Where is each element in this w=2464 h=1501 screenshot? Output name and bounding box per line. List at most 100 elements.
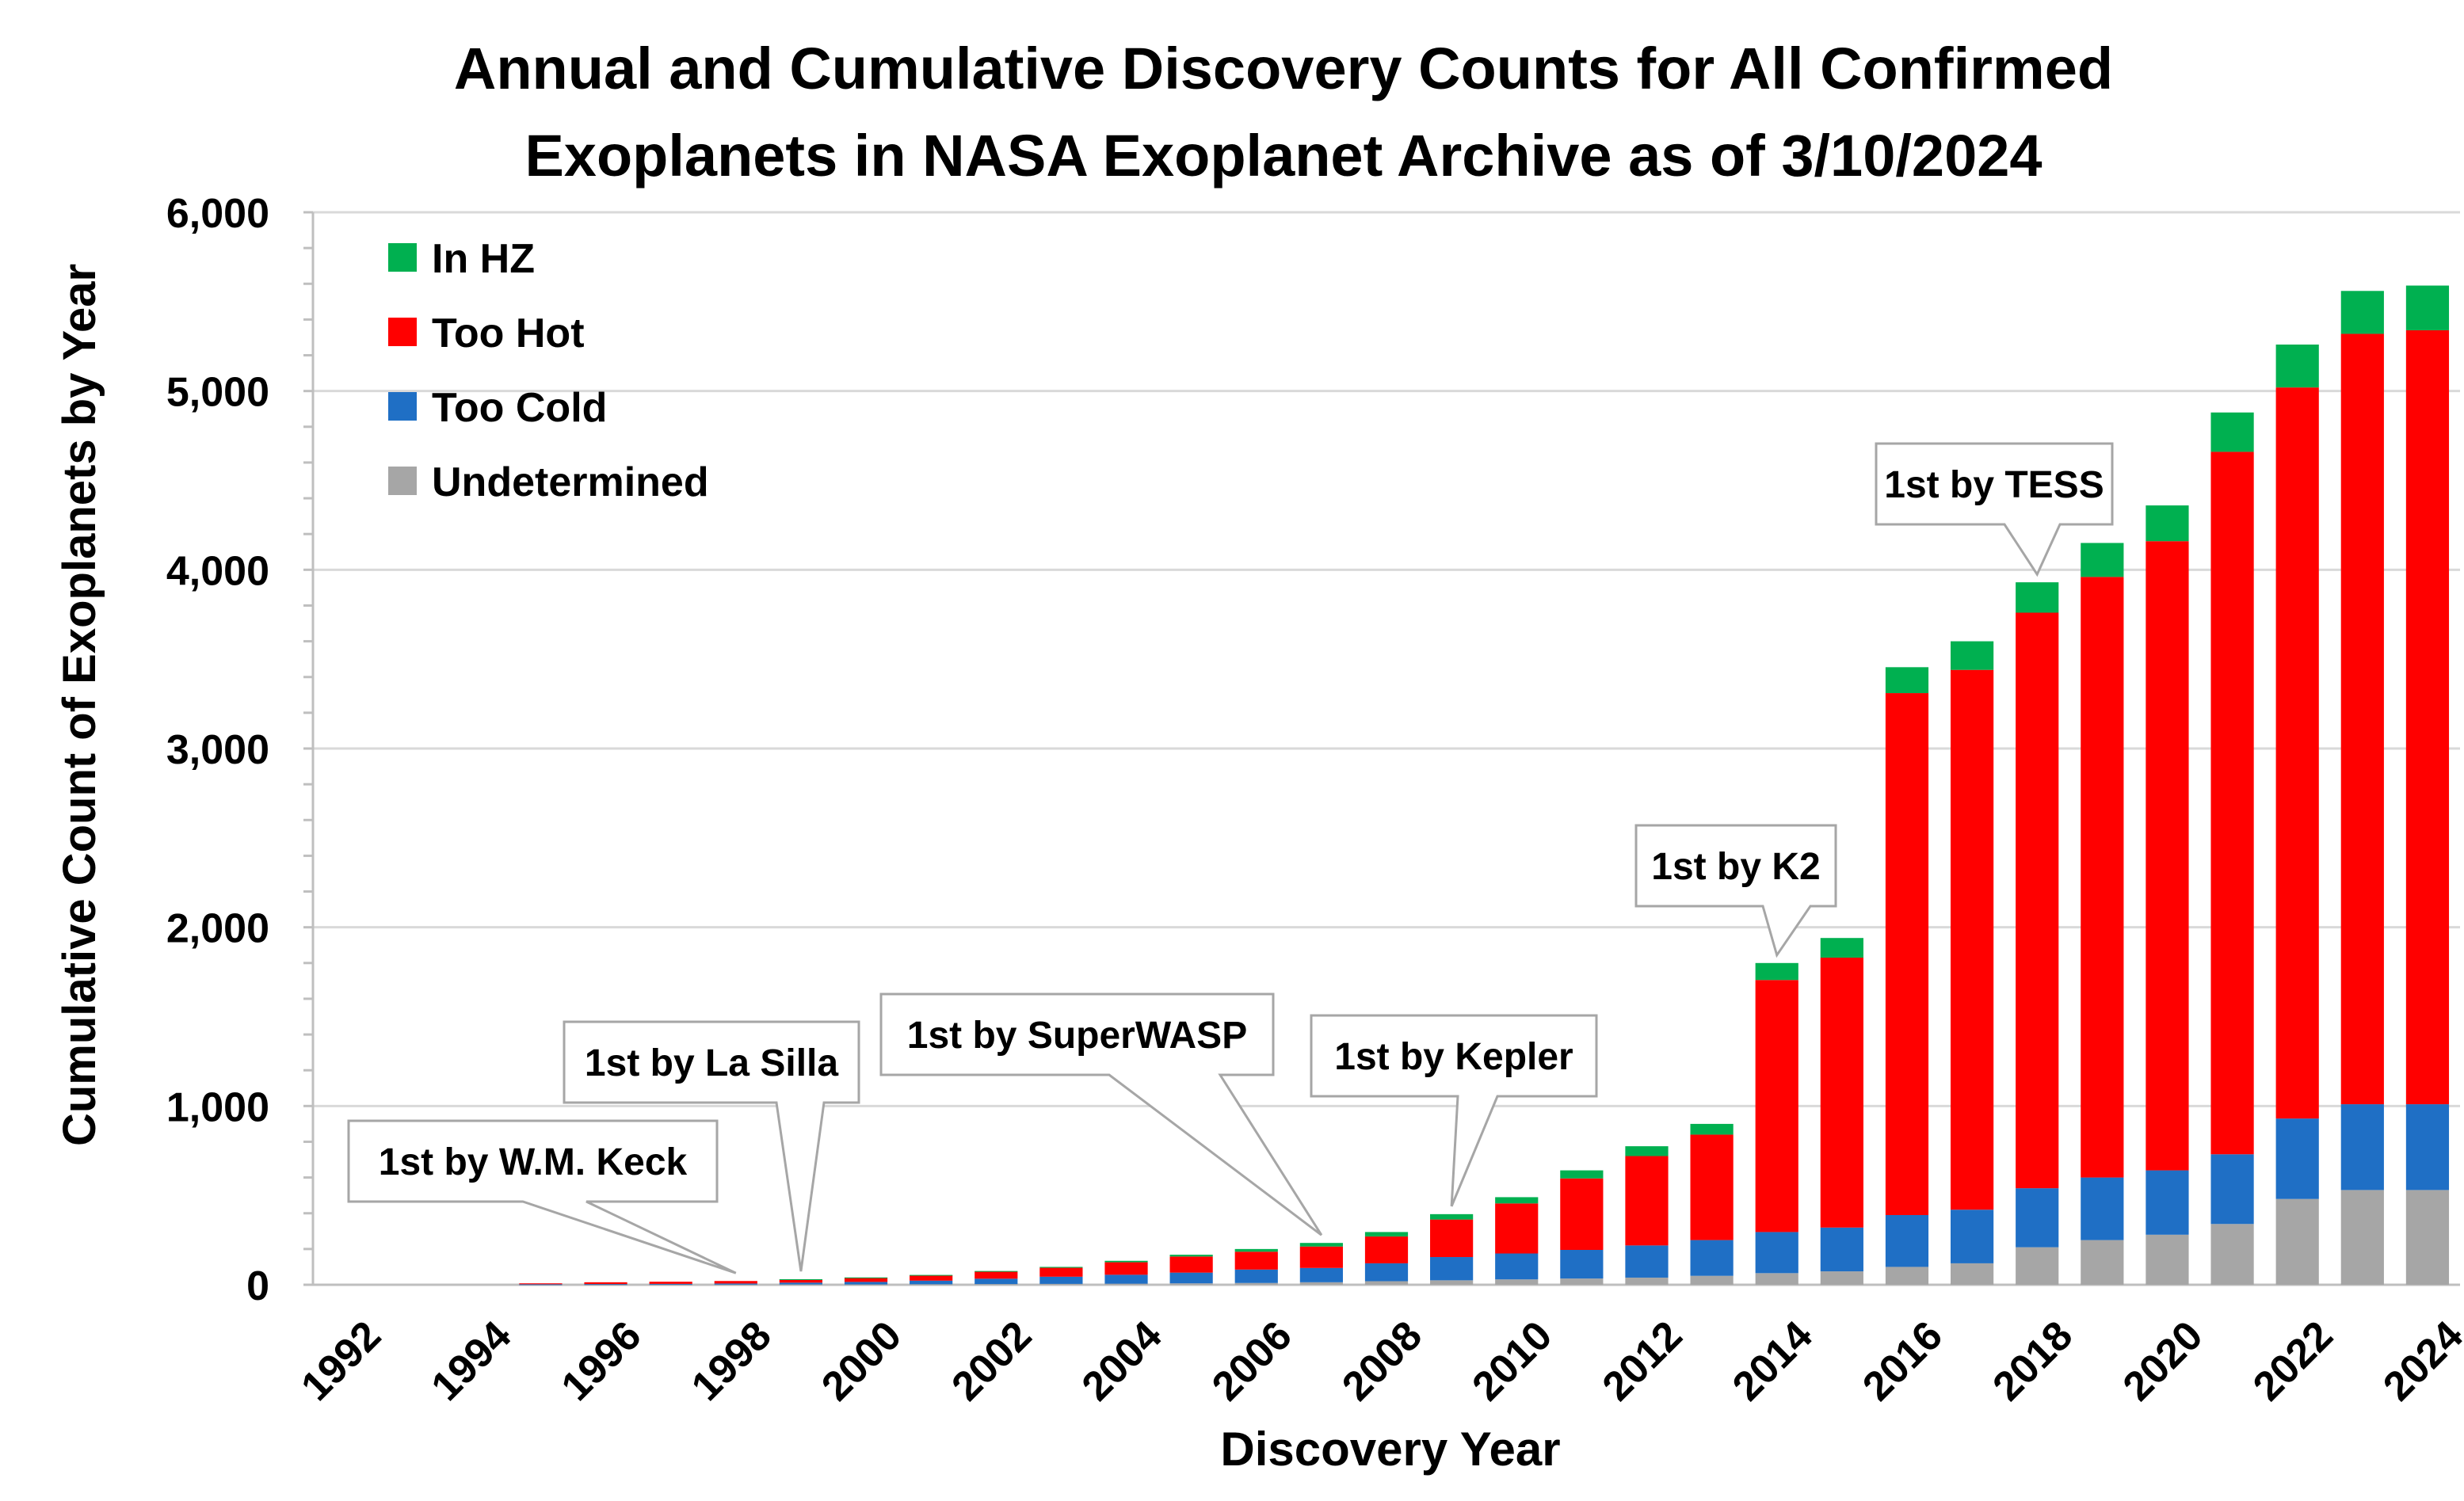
callout-label: 1st by W.M. Keck — [379, 1141, 688, 1183]
y-tick-label: 2,000 — [166, 906, 269, 952]
callout-label: 1st by TESS — [1884, 464, 2104, 506]
bar-segment-too-cold-2020 — [2146, 1170, 2189, 1235]
bar-segment-undetermined-2020 — [2146, 1234, 2189, 1285]
bar-segment-too-cold-2007 — [1299, 1267, 1343, 1282]
callout-box — [563, 1020, 860, 1272]
bar-segment-too-cold-2017 — [1950, 1210, 1994, 1263]
bar-segment-too-cold-2021 — [2210, 1154, 2254, 1225]
bar-segment-in-hz-2008 — [1364, 1232, 1409, 1237]
callout-box — [1875, 442, 2114, 577]
x-tick-label: 2006 — [1203, 1312, 1301, 1410]
bar-segment-too-hot-2000 — [844, 1277, 888, 1282]
bar-segment-too-hot-2007 — [1299, 1246, 1343, 1268]
x-tick-label: 2022 — [2245, 1312, 2342, 1410]
bar-segment-in-hz-2006 — [1234, 1248, 1278, 1252]
bar-segment-too-cold-2005 — [1169, 1272, 1213, 1284]
bar-segment-in-hz-2019 — [2081, 543, 2124, 577]
chart-title-line-2: Exoplanets in NASA Exoplanet Archive as … — [524, 123, 2042, 189]
x-tick-label: 1996 — [553, 1312, 650, 1410]
bar-segment-too-hot-2010 — [1495, 1203, 1539, 1254]
bar-segment-in-hz-2020 — [2146, 505, 2189, 542]
x-tick-label: 2014 — [1724, 1312, 1821, 1410]
bar-segment-undetermined-2009 — [1430, 1280, 1474, 1285]
bar-segment-undetermined-2023 — [2340, 1190, 2384, 1285]
bar-segment-undetermined-1998 — [714, 1284, 757, 1286]
bar-segment-too-hot-2014 — [1755, 980, 1798, 1232]
bar-segment-in-hz-2013 — [1690, 1123, 1734, 1135]
bar-segment-too-hot-2017 — [1950, 669, 1994, 1210]
bar-segment-too-hot-2004 — [1104, 1262, 1148, 1275]
bar-segment-too-hot-1995 — [519, 1283, 563, 1285]
bars — [519, 285, 2450, 1286]
bar-segment-undetermined-2015 — [1820, 1271, 1863, 1285]
bar-segment-in-hz-2021 — [2210, 412, 2254, 452]
bar-segment-too-hot-2008 — [1364, 1236, 1409, 1263]
y-tick-label: 0 — [246, 1263, 269, 1309]
callout-label: 1st by La Silla — [585, 1042, 838, 1084]
bar-segment-too-hot-2022 — [2275, 387, 2319, 1119]
bar-segment-too-cold-2010 — [1495, 1253, 1539, 1280]
bar-segment-undetermined-2019 — [2081, 1240, 2124, 1285]
bar-segment-in-hz-2004 — [1104, 1260, 1148, 1263]
bar-segment-too-cold-1998 — [714, 1283, 757, 1285]
bar-segment-too-hot-2023 — [2340, 333, 2384, 1105]
bar-segment-too-hot-2013 — [1690, 1134, 1734, 1240]
bar-segment-in-hz-2017 — [1950, 641, 1994, 670]
bar-segment-in-hz-2023 — [2340, 291, 2384, 334]
legend: In HZ Too Hot Too Cold Undetermined — [388, 236, 709, 505]
x-tick-label: 1994 — [423, 1312, 521, 1410]
bar-segment-undetermined-2013 — [1690, 1275, 1734, 1285]
x-tick-label: 2008 — [1333, 1312, 1431, 1410]
bar-segment-undetermined-2018 — [2016, 1247, 2059, 1285]
callout-label: 1st by SuperWASP — [907, 1015, 1247, 1057]
bar-segment-too-cold-1997 — [649, 1283, 692, 1285]
bar-segment-undetermined-2007 — [1299, 1282, 1343, 1285]
legend-label-undetermined: Undetermined — [432, 459, 709, 505]
callout-label: 1st by K2 — [1651, 846, 1820, 888]
bar-segment-undetermined-2002 — [975, 1284, 1018, 1286]
legend-swatch-undetermined — [388, 467, 417, 495]
x-tick-label: 1998 — [683, 1312, 780, 1410]
bar-segment-undetermined-1996 — [584, 1284, 627, 1286]
bar-segment-too-cold-2015 — [1820, 1227, 1863, 1272]
gridlines — [313, 211, 2460, 1107]
bar-segment-too-cold-2012 — [1625, 1245, 1669, 1278]
bar-segment-undetermined-2001 — [910, 1284, 953, 1286]
bar-segment-undetermined-2016 — [1885, 1267, 1929, 1285]
bar-segment-too-cold-2008 — [1364, 1263, 1409, 1282]
bar-segment-too-cold-2000 — [844, 1282, 888, 1285]
bar-segment-too-hot-2020 — [2146, 541, 2189, 1171]
x-tick-label: 2024 — [2374, 1312, 2464, 1410]
bar-segment-too-hot-1996 — [584, 1282, 627, 1285]
bar-segment-in-hz-2024 — [2405, 285, 2450, 330]
y-tick-label: 1,000 — [166, 1084, 269, 1130]
x-tick-label: 2002 — [944, 1312, 1041, 1410]
bar-segment-undetermined-2012 — [1625, 1277, 1669, 1285]
legend-swatch-too-hot — [388, 318, 417, 346]
bar-segment-undetermined-2010 — [1495, 1279, 1539, 1285]
y-tick-labels: 0 1,000 2,000 3,000 4,000 5,000 6,000 — [166, 191, 269, 1309]
bar-segment-undetermined-1997 — [649, 1284, 692, 1286]
x-tick-label: 2012 — [1594, 1312, 1692, 1410]
bar-segment-in-hz-2022 — [2275, 344, 2319, 388]
bar-segment-too-cold-2024 — [2405, 1104, 2450, 1191]
bar-segment-undetermined-2011 — [1560, 1278, 1604, 1285]
bar-segment-too-cold-2006 — [1234, 1269, 1278, 1283]
y-tick-label: 5,000 — [166, 370, 269, 416]
bar-segment-too-hot-2009 — [1430, 1219, 1474, 1258]
bar-segment-undetermined-2008 — [1364, 1281, 1409, 1285]
bar-segment-too-hot-2016 — [1885, 693, 1929, 1215]
callout-box — [347, 1119, 737, 1274]
bar-segment-undetermined-2005 — [1169, 1283, 1213, 1285]
x-tick-label: 2018 — [1984, 1312, 2081, 1410]
bar-segment-too-hot-2018 — [2016, 612, 2059, 1189]
bar-segment-too-hot-2003 — [1039, 1267, 1083, 1277]
bar-segment-too-hot-2019 — [2081, 577, 2124, 1178]
bar-segment-too-hot-2024 — [2405, 330, 2450, 1105]
callout-box — [879, 992, 1323, 1236]
bar-segment-undetermined-2004 — [1104, 1283, 1148, 1285]
bar-segment-too-cold-1995 — [519, 1284, 563, 1286]
bar-segment-too-cold-2018 — [2016, 1188, 2059, 1248]
x-tick-label: 1992 — [292, 1312, 390, 1410]
